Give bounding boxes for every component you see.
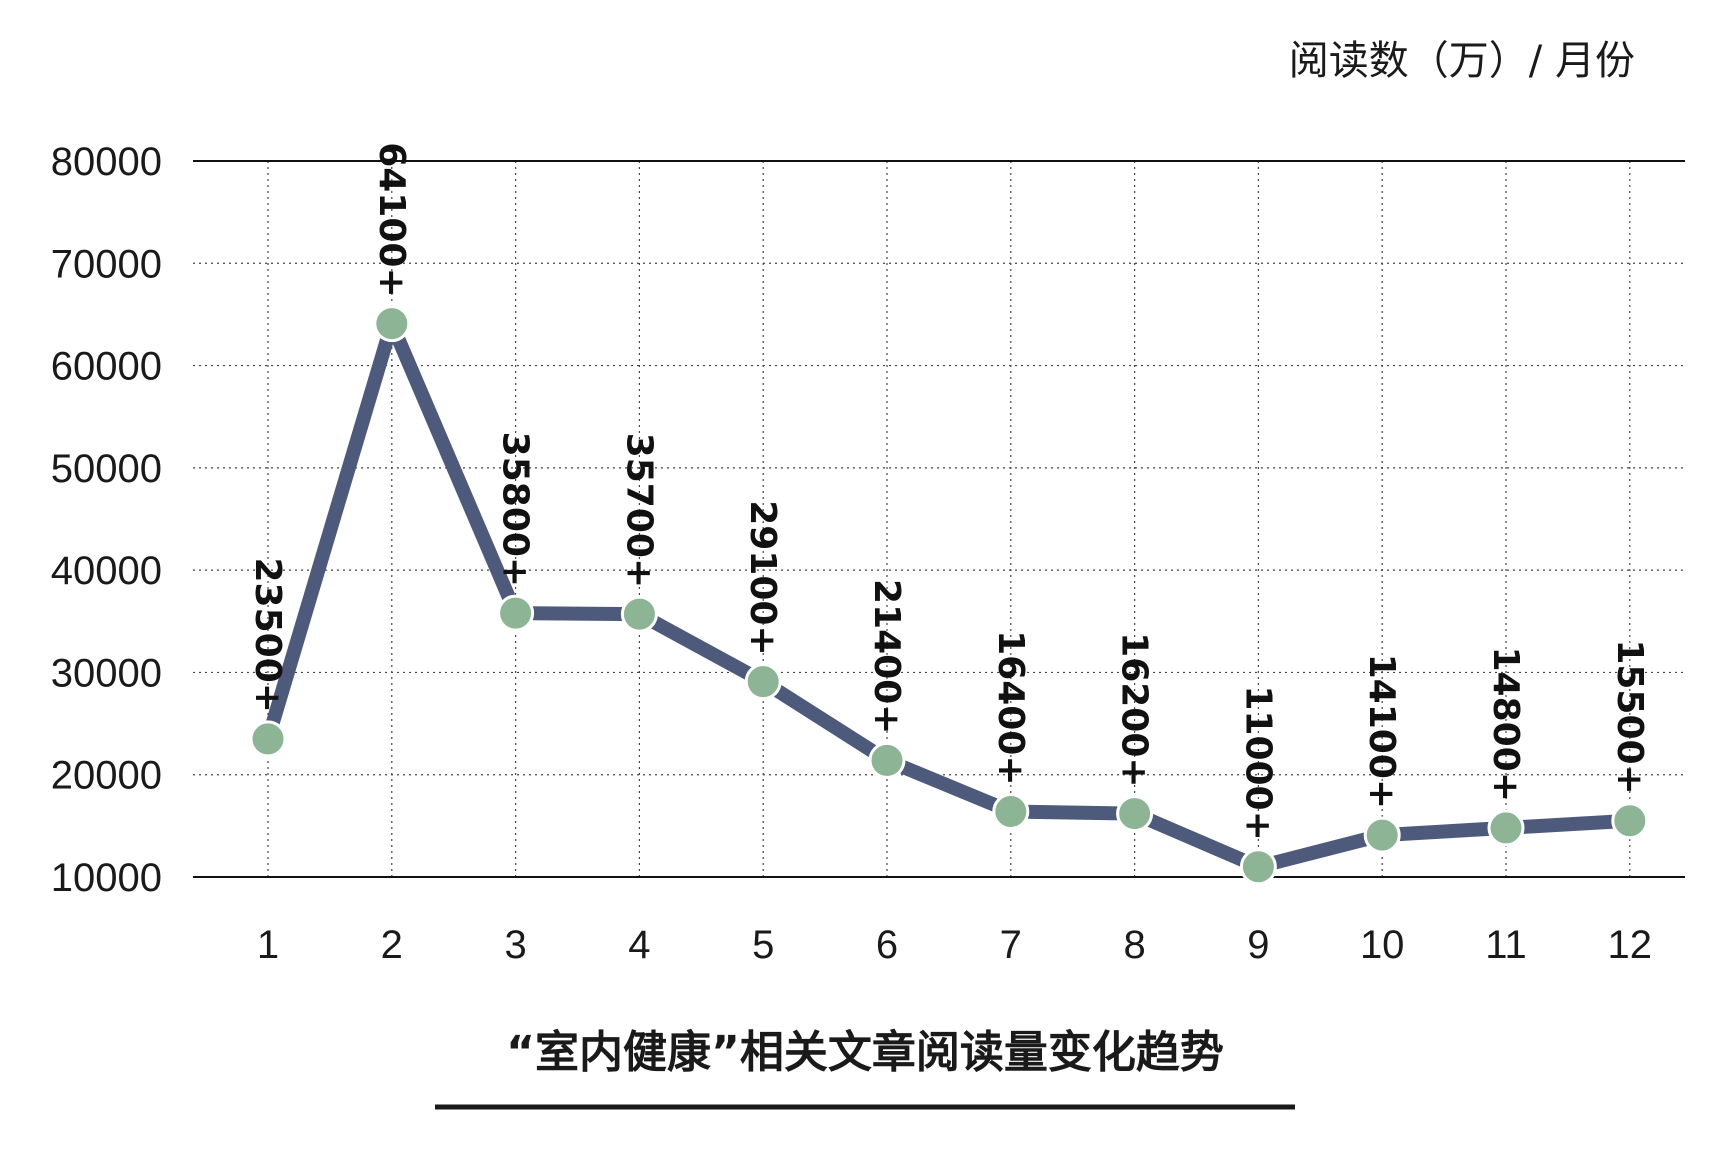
- x-tick-label: 12: [1608, 923, 1653, 967]
- x-tick-label: 7: [1000, 923, 1022, 967]
- x-tick-label: 4: [628, 923, 650, 967]
- data-label: 16400+: [990, 630, 1031, 785]
- data-point: [1116, 795, 1154, 833]
- x-tick-label: 2: [381, 923, 403, 967]
- unit-label: 阅读数（万）/ 月份: [1289, 38, 1635, 84]
- y-tick-label: 50000: [51, 447, 162, 491]
- y-tick-label: 80000: [51, 140, 162, 184]
- x-tick-label: 11: [1485, 923, 1527, 967]
- axes: 80000 70000 60000 50000 40000 30000 20000 10000…: [51, 140, 1685, 967]
- y-tick-label: 10000: [51, 856, 162, 900]
- data-label: 64100+: [371, 142, 412, 297]
- data-point: [1611, 802, 1649, 840]
- y-tick-label: 70000: [51, 242, 162, 286]
- data-point: [373, 305, 411, 343]
- x-tick-label: 6: [876, 923, 898, 967]
- data-labels: 23500+ 64100+ 35800+ 35700+ 29100+ 21400+ 1640…: [247, 142, 1650, 841]
- data-point: [1363, 816, 1401, 854]
- data-label: 35800+: [495, 432, 536, 587]
- y-tick-label: 20000: [51, 754, 162, 798]
- y-tick-label: 40000: [51, 549, 162, 593]
- data-points: [249, 305, 1649, 886]
- data-label: 21400+: [866, 579, 907, 734]
- x-tick-label: 9: [1247, 923, 1269, 967]
- data-point: [868, 741, 906, 779]
- data-label: 14800+: [1485, 646, 1526, 801]
- data-point: [497, 594, 535, 632]
- data-point: [620, 595, 658, 633]
- x-tick-label: 1: [257, 923, 279, 967]
- chart-title: “室内健康”相关文章阅读量变化趋势: [506, 1027, 1224, 1078]
- data-label: 11000+: [1237, 685, 1278, 840]
- x-tick-label: 3: [504, 923, 526, 967]
- grid: [193, 161, 1685, 877]
- data-label: 16200+: [1114, 632, 1155, 787]
- data-point: [992, 793, 1030, 831]
- x-tick-label: 5: [752, 923, 774, 967]
- data-point: [744, 663, 782, 701]
- x-tick-label: 8: [1123, 923, 1145, 967]
- data-point: [1239, 848, 1277, 886]
- data-label: 14100+: [1361, 654, 1402, 809]
- data-label: 23500+: [247, 557, 288, 712]
- data-label: 15500+: [1609, 639, 1650, 794]
- data-point: [249, 720, 287, 758]
- y-tick-label: 60000: [51, 345, 162, 389]
- data-label: 29100+: [742, 500, 783, 655]
- data-label: 35700+: [618, 433, 659, 588]
- data-point: [1487, 809, 1525, 847]
- series-line: [261, 316, 1637, 874]
- series-line-path: [261, 316, 1637, 874]
- x-tick-label: 10: [1360, 923, 1405, 967]
- y-tick-label: 30000: [51, 651, 162, 695]
